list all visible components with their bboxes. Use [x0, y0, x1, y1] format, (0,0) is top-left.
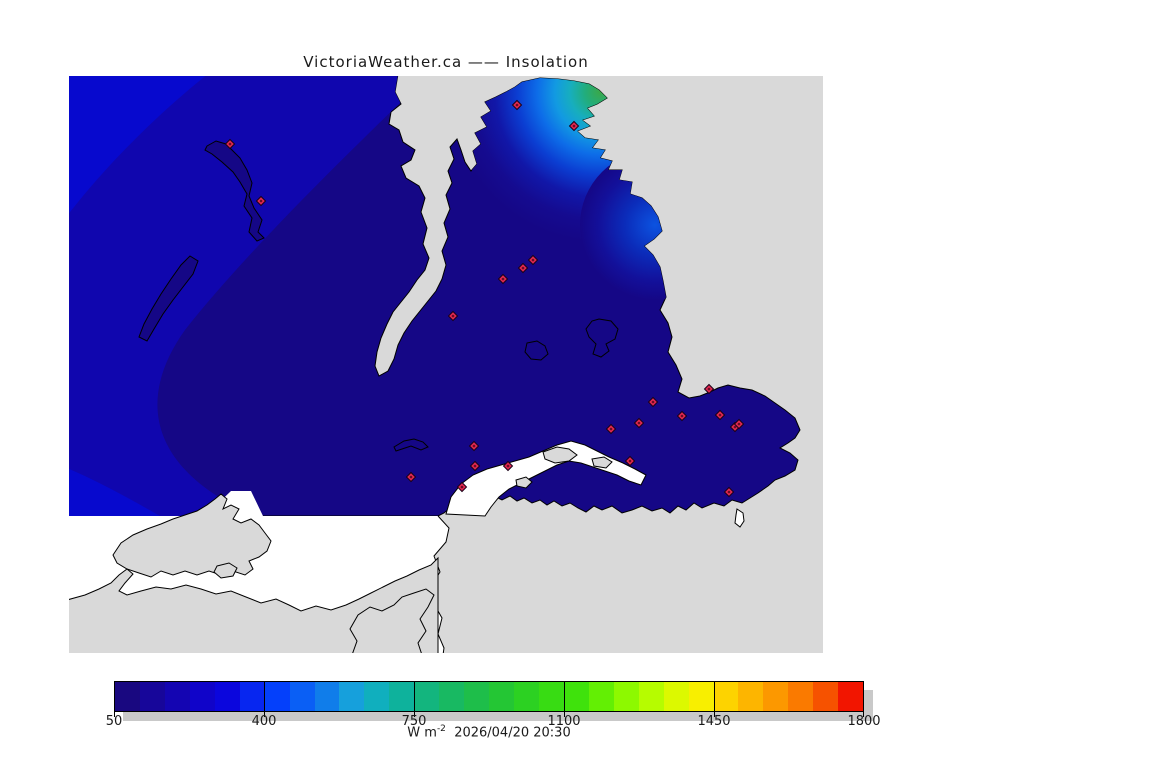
tick-label: 1100 [547, 714, 581, 729]
colorbar-units-timestamp: W m-2 2026/04/20 20:30 [114, 724, 864, 740]
colorbar-segment [638, 682, 664, 711]
station-marker[interactable] [647, 396, 659, 408]
station-marker[interactable] [527, 254, 539, 266]
station-marker[interactable] [405, 471, 417, 483]
tick-label: 1800 [847, 714, 881, 729]
band-mid [67, 74, 430, 516]
colorbar-segment [139, 682, 165, 711]
colorbar-segment [439, 682, 465, 711]
island-outlines [138, 140, 619, 452]
station-marker[interactable] [723, 486, 735, 498]
colorbar-segment [838, 682, 864, 711]
spacer [446, 725, 454, 740]
station-marker[interactable] [633, 417, 645, 429]
band-bright [67, 74, 208, 216]
colorbar-segment [738, 682, 764, 711]
colorbar-segment [339, 682, 365, 711]
tick-mark [114, 712, 115, 717]
tick-label: 750 [401, 714, 427, 729]
south-landmasses [66, 493, 439, 656]
band-bright-sw [67, 468, 160, 516]
station-marker[interactable] [714, 409, 726, 421]
station-marker[interactable] [517, 262, 529, 274]
station-marker[interactable] [456, 481, 468, 493]
station-marker-layer [224, 99, 745, 498]
tick-mark [863, 712, 864, 717]
colorbar-scale [114, 681, 864, 712]
tick-label: 1450 [697, 714, 731, 729]
station-marker[interactable] [511, 99, 523, 111]
colorbar-segment [364, 682, 390, 711]
station-marker[interactable] [568, 120, 580, 132]
station-marker[interactable] [468, 440, 480, 452]
colorbar-segment [314, 682, 340, 711]
insolation-map [66, 73, 823, 656]
colorbar-segment [788, 682, 814, 711]
map-frame [66, 73, 823, 656]
colorbar-segment [514, 682, 539, 711]
timestamp: 2026/04/20 20:30 [454, 725, 571, 741]
units-label: W m [407, 725, 437, 741]
colorbar-segment [414, 682, 440, 711]
colorbar-segment [713, 682, 739, 711]
page-title: VictoriaWeather.ca —— Insolation [303, 53, 589, 71]
tick-mark [414, 681, 415, 717]
station-marker[interactable] [255, 195, 267, 207]
colorbar-segment [688, 682, 714, 711]
colorbar-legend: 50 400 750 1100 1450 1800 [106, 681, 881, 729]
islet-south [734, 508, 745, 528]
colorbar-segment [264, 682, 290, 711]
colorbar-segment [813, 682, 839, 711]
colorbar-segment [164, 682, 190, 711]
station-marker[interactable] [224, 138, 236, 150]
channel-islands [515, 446, 613, 489]
station-marker[interactable] [469, 460, 481, 472]
colorbar-segment [214, 682, 240, 711]
colorbar-segment [189, 682, 215, 711]
colorbar-segment [239, 682, 265, 711]
colorbar-segment [289, 682, 315, 711]
station-marker[interactable] [676, 410, 688, 422]
colorbar-segment [389, 682, 415, 711]
station-marker[interactable] [703, 383, 715, 395]
colorbar-segment [464, 682, 490, 711]
colorbar-segment [613, 682, 639, 711]
station-marker[interactable] [497, 273, 509, 285]
station-marker[interactable] [502, 460, 514, 472]
tick-label: 400 [251, 714, 277, 729]
colorbar-segment [563, 682, 589, 711]
tick-mark [564, 681, 565, 717]
colorbar-segment [115, 682, 140, 711]
colorbar-segment [588, 682, 614, 711]
station-marker[interactable] [624, 455, 636, 467]
station-marker[interactable] [733, 418, 745, 430]
colorbar-segment [489, 682, 514, 711]
station-marker[interactable] [605, 423, 617, 435]
tick-mark [714, 681, 715, 717]
tick-label: 50 [105, 714, 123, 729]
station-marker[interactable] [447, 310, 459, 322]
units-exponent: -2 [436, 724, 446, 734]
colorbar-segment [663, 682, 689, 711]
colorbar-segment [763, 682, 789, 711]
tick-mark [264, 681, 265, 717]
colorbar-segment [538, 682, 564, 711]
